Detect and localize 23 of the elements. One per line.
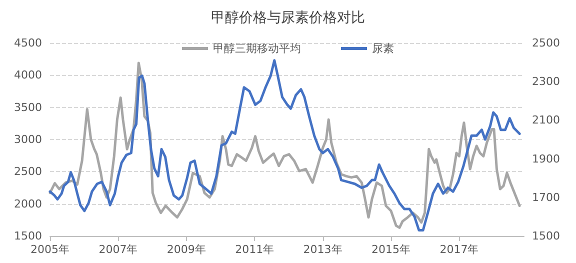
y-tick-label: 1500 [14, 230, 42, 242]
x-tick-label: 2015年 [372, 243, 411, 256]
y2-tick-label: 1700 [532, 190, 560, 204]
y2-tick-label: 2100 [532, 114, 560, 127]
x-tick-label: 2011年 [235, 243, 274, 256]
y-tick-label: 3000 [14, 133, 42, 146]
legend-label: 甲醇三期移动平均 [213, 42, 301, 55]
y2-tick-label: 1500 [532, 230, 560, 242]
x-tick-label: 2005年 [30, 243, 70, 256]
y-tick-label: 3500 [14, 100, 42, 114]
y-tick-label: 4500 [14, 36, 42, 50]
y2-tick-label: 2300 [532, 75, 560, 88]
y-tick-label: 2000 [14, 197, 42, 210]
chart-title: 甲醇价格与尿素价格对比 [211, 10, 365, 26]
x-tick-label: 2009年 [166, 243, 206, 256]
legend-label: 尿素 [372, 42, 394, 55]
x-tick-label: 2007年 [98, 243, 138, 256]
y-tick-label: 2500 [14, 165, 42, 178]
x-tick-label: 2017年 [440, 243, 479, 256]
y2-tick-label: 2500 [532, 36, 560, 50]
x-tick-label: 2013年 [303, 243, 342, 256]
y-tick-label: 4000 [14, 68, 42, 82]
y2-tick-label: 1900 [532, 152, 560, 166]
